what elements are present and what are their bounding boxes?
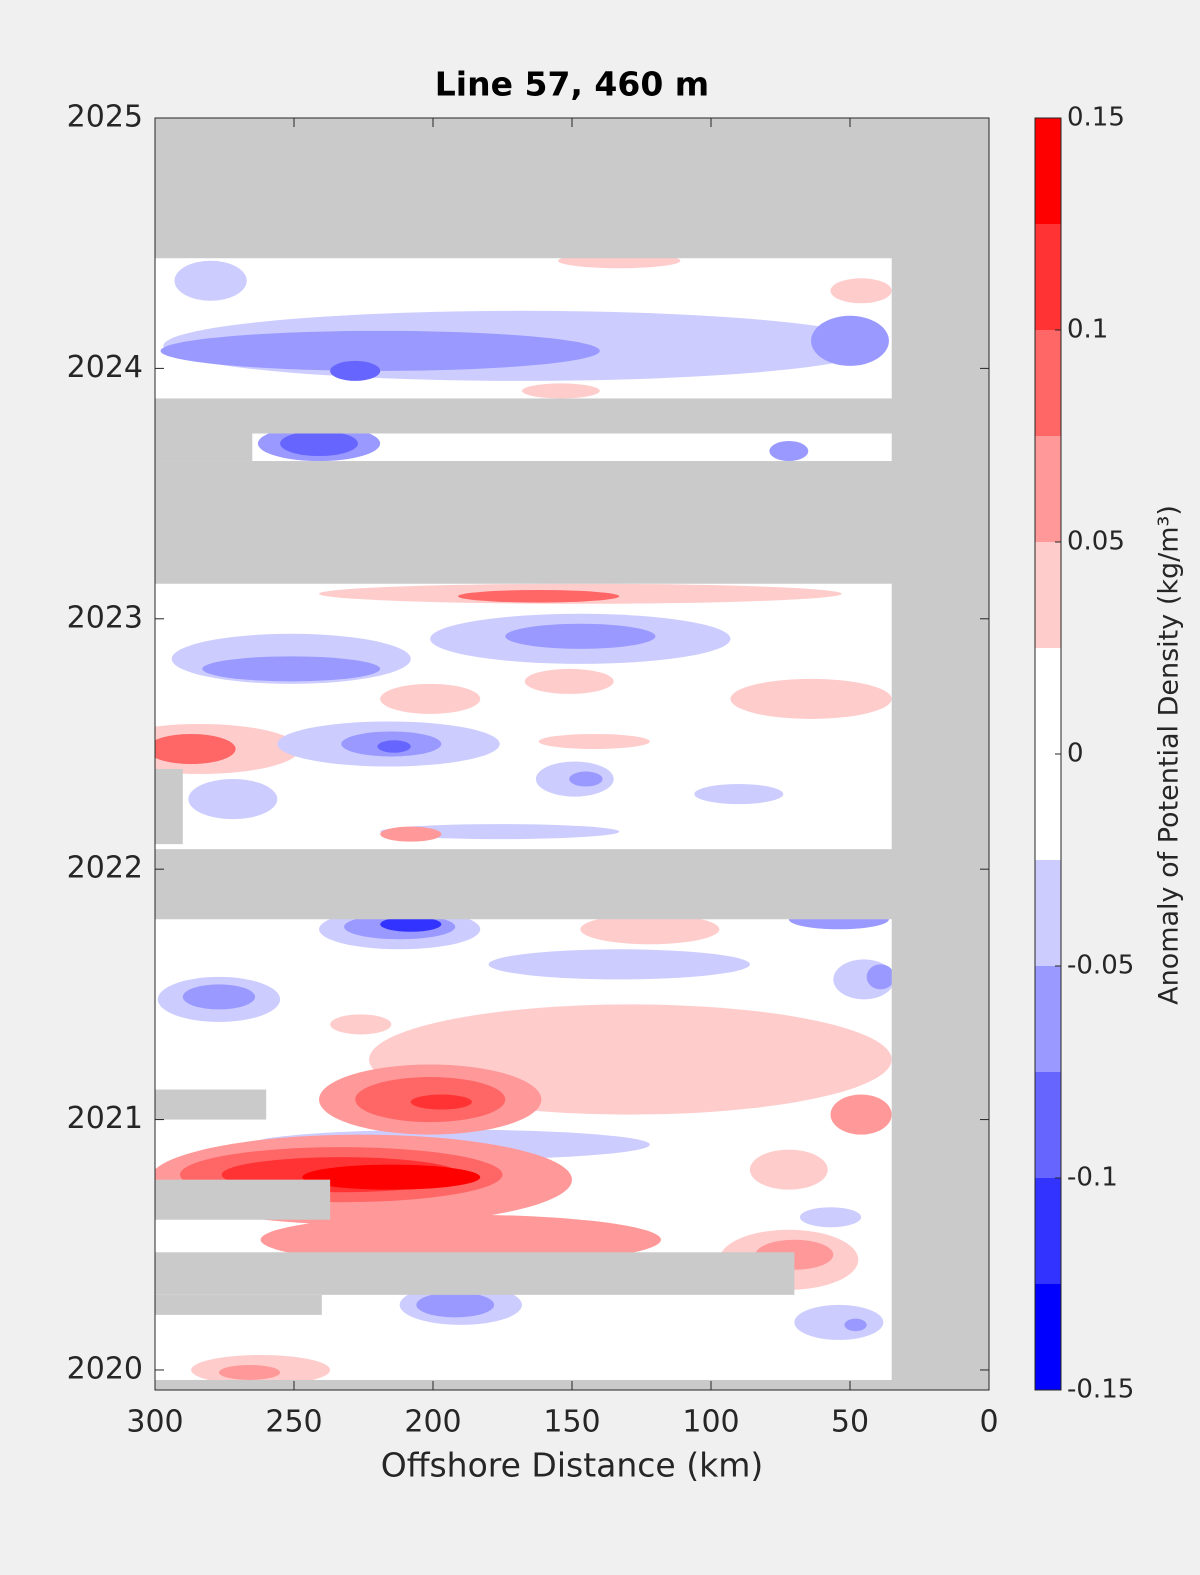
colorbar-tick-label: -0.05 (1067, 951, 1134, 981)
x-tick-label: 200 (404, 1405, 461, 1440)
contour-region (410, 1094, 472, 1110)
colorbar-band (1035, 542, 1061, 648)
missing-data (155, 1089, 267, 1120)
contour-region (580, 914, 720, 945)
chart-title: Line 57, 460 m (435, 65, 709, 104)
missing-data (155, 433, 253, 462)
y-tick-label: 2024 (67, 350, 143, 385)
x-tick-label: 0 (979, 1405, 998, 1440)
missing-data (155, 1252, 795, 1295)
missing-data (891, 118, 989, 1390)
contour-region (794, 1304, 884, 1340)
contour-region (218, 1364, 281, 1380)
x-axis-label: Offshore Distance (km) (381, 1446, 763, 1485)
contour-region (799, 1207, 862, 1228)
colorbar-tick-label: 0 (1067, 739, 1084, 769)
contour-region (458, 589, 620, 603)
colorbar-band (1035, 966, 1061, 1072)
axes (154, 117, 990, 1391)
contour-region (302, 1164, 481, 1190)
missing-data (155, 1179, 331, 1220)
contour-region (416, 1292, 495, 1318)
x-tick-label: 250 (265, 1405, 322, 1440)
missing-data (155, 769, 183, 845)
colorbar-band (1035, 1072, 1061, 1178)
contour-region (330, 360, 381, 381)
contour-region (380, 916, 442, 932)
contour-region (280, 430, 358, 457)
colorbar-band (1035, 1178, 1061, 1284)
contour-region (524, 668, 614, 694)
contour-fill (155, 118, 989, 1390)
contour-region (569, 771, 603, 787)
x-tick-label: 100 (682, 1405, 739, 1440)
contour-region (377, 740, 411, 753)
contour-region (505, 623, 656, 649)
contour-region (380, 826, 442, 842)
y-tick-label: 2025 (67, 100, 143, 135)
contour-region (380, 683, 481, 714)
contour-region (182, 984, 256, 1010)
colorbar-band (1035, 330, 1061, 436)
x-tick-label: 50 (831, 1405, 869, 1440)
contour-region (830, 278, 892, 304)
contour-region (730, 678, 892, 719)
colorbar-tick-label: -0.15 (1067, 1375, 1134, 1405)
contour-region (830, 1094, 892, 1135)
colorbar-label: Anomaly of Potential Density (kg/m³) (1154, 505, 1185, 1005)
colorbar-band (1035, 648, 1061, 754)
contour-region (749, 1149, 828, 1190)
contour-region (160, 330, 600, 371)
contour-region (521, 383, 600, 399)
y-tick-label: 2023 (67, 600, 143, 635)
missing-data (155, 849, 989, 920)
contour-region (811, 315, 889, 366)
contour-region (538, 733, 650, 749)
colorbar-band (1035, 1284, 1061, 1390)
missing-data (155, 398, 989, 434)
contour-region (174, 260, 247, 301)
missing-data (155, 1294, 322, 1315)
y-tick-label: 2022 (67, 851, 143, 886)
missing-data (155, 461, 989, 584)
contour-region (488, 949, 750, 980)
y-tick-label: 2021 (67, 1101, 143, 1136)
colorbar-tick-label: 0.1 (1067, 315, 1108, 345)
colorbar-band (1035, 754, 1061, 860)
colorbar-band (1035, 436, 1061, 542)
contour-region (330, 1014, 392, 1035)
colorbar-tick-label: 0.15 (1067, 103, 1125, 133)
colorbar-tick-label: -0.1 (1067, 1163, 1118, 1193)
colorbar-tick-label: 0.05 (1067, 527, 1125, 557)
colorbar-band (1035, 118, 1061, 224)
missing-data (155, 118, 989, 259)
contour-region (769, 441, 809, 462)
contour-region (844, 1318, 867, 1332)
contour-region (188, 779, 278, 820)
colorbar-band (1035, 860, 1061, 966)
y-tick-label: 2020 (67, 1351, 143, 1386)
contour-region (694, 784, 784, 805)
contour-region (155, 733, 236, 765)
colorbar-band (1035, 224, 1061, 330)
x-tick-label: 150 (543, 1405, 600, 1440)
contour-region (202, 656, 381, 682)
x-tick-label: 300 (126, 1405, 183, 1440)
contour-region (866, 964, 895, 990)
